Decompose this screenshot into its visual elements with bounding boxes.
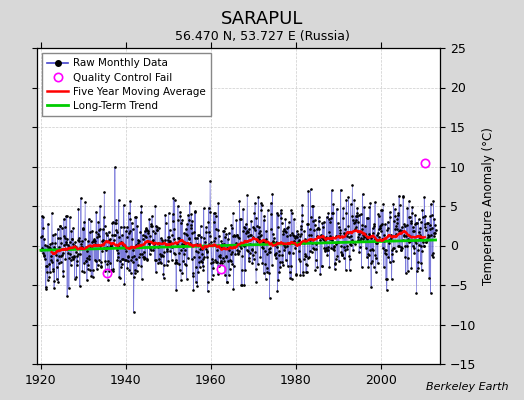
Text: SARAPUL: SARAPUL <box>221 10 303 28</box>
Text: Berkeley Earth: Berkeley Earth <box>426 382 508 392</box>
Y-axis label: Temperature Anomaly (°C): Temperature Anomaly (°C) <box>482 127 495 285</box>
Legend: Raw Monthly Data, Quality Control Fail, Five Year Moving Average, Long-Term Tren: Raw Monthly Data, Quality Control Fail, … <box>42 53 211 116</box>
Text: 56.470 N, 53.727 E (Russia): 56.470 N, 53.727 E (Russia) <box>174 30 350 43</box>
